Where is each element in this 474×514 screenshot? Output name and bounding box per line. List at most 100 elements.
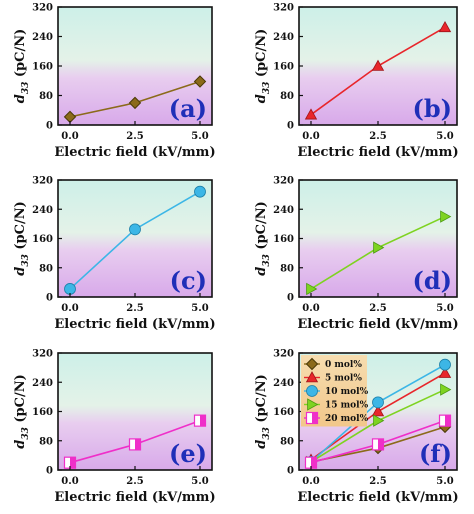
y-tick-label: 160	[32, 62, 53, 73]
data-point	[373, 414, 385, 427]
y-axis-label: d33 (pC/N)	[13, 374, 31, 449]
x-tick-label: 2.5	[369, 131, 386, 142]
legend-marker	[305, 371, 319, 383]
x-tick-label: 2.5	[126, 476, 143, 487]
chart-panel-f: 0 80 160 240 320 0.0 2.5 5.0 Electric field (kV/…	[254, 349, 459, 506]
panel-letter: (c)	[170, 266, 207, 295]
x-tick-label: 5.0	[191, 303, 208, 314]
data-point	[372, 396, 384, 409]
data-point	[440, 210, 452, 223]
x-axis-label: Electric field (kV/mm)	[54, 145, 215, 160]
chart-panel-b: 0 80 160 240 320 0.0 2.5 5.0 Electric field (kV/…	[254, 3, 459, 161]
chart-panel-d: 0 80 160 240 320 0.0 2.5 5.0 Electric field (kV/…	[254, 176, 459, 333]
x-tick-label: 2.5	[369, 476, 386, 487]
y-axis-label: d33 (pC/N)	[254, 201, 272, 276]
data-point	[193, 75, 207, 88]
x-axis-label: Electric field (kV/mm)	[54, 490, 215, 505]
y-tick-label: 240	[273, 378, 294, 389]
y-tick-label: 160	[32, 407, 53, 418]
chart-panel-c: 0 80 160 240 320 0.0 2.5 5.0 Electric field (kV/…	[13, 176, 216, 333]
legend-label: 20 mol%	[325, 414, 369, 424]
legend-marker	[307, 398, 319, 411]
y-tick-label: 240	[273, 32, 294, 43]
x-tick-label: 0.0	[61, 476, 78, 487]
data-point	[440, 383, 452, 396]
y-tick-label: 240	[32, 205, 53, 216]
y-tick-label: 80	[39, 263, 53, 274]
y-tick-label: 0	[46, 121, 53, 132]
y-tick-label: 320	[32, 3, 53, 14]
y-tick-label: 320	[273, 3, 294, 14]
legend-label: 15 mol%	[325, 401, 369, 411]
legend-marker	[306, 385, 318, 397]
panel-letter: (e)	[169, 439, 207, 468]
data-point	[129, 223, 141, 236]
x-tick-label: 0.0	[302, 303, 319, 314]
x-axis-label: Electric field (kV/mm)	[54, 317, 215, 332]
x-tick-label: 5.0	[436, 303, 453, 314]
legend-label: 0 mol%	[325, 360, 362, 370]
data-point	[193, 414, 207, 427]
legend-label: 10 mol%	[325, 387, 369, 397]
x-tick-label: 0.0	[302, 476, 319, 487]
y-tick-label: 0	[46, 466, 53, 477]
y-tick-label: 0	[46, 293, 53, 304]
data-point	[371, 438, 385, 451]
panel-letter: (f)	[419, 439, 452, 468]
data-point	[128, 96, 142, 110]
data-point	[304, 108, 318, 120]
panel-letter: (b)	[413, 94, 453, 123]
data-point	[371, 405, 385, 417]
x-tick-label: 5.0	[191, 131, 208, 142]
y-tick-label: 240	[273, 205, 294, 216]
panel-letter: (a)	[169, 94, 207, 123]
y-tick-label: 160	[32, 234, 53, 245]
y-tick-label: 80	[280, 436, 294, 447]
y-tick-label: 80	[39, 91, 53, 102]
x-tick-label: 2.5	[369, 303, 386, 314]
y-tick-label: 240	[32, 32, 53, 43]
x-tick-label: 5.0	[191, 476, 208, 487]
chart-panel-a: 0 80 160 240 320 0.0 2.5 5.0 Electric field (kV/…	[13, 3, 216, 161]
x-tick-label: 0.0	[61, 303, 78, 314]
x-axis-label: Electric field (kV/mm)	[297, 145, 458, 160]
panel-letter: (d)	[413, 266, 453, 295]
x-tick-label: 2.5	[126, 131, 143, 142]
x-tick-label: 5.0	[436, 131, 453, 142]
legend-marker	[305, 357, 319, 371]
data-point	[373, 241, 385, 254]
x-tick-label: 5.0	[436, 476, 453, 487]
x-tick-label: 2.5	[126, 303, 143, 314]
y-tick-label: 0	[287, 121, 294, 132]
legend-label: 5 mol%	[325, 374, 362, 384]
data-point	[128, 438, 142, 451]
data-point	[438, 20, 452, 33]
data-point	[64, 283, 76, 295]
y-tick-label: 0	[287, 466, 294, 477]
y-tick-label: 160	[273, 62, 294, 73]
y-tick-label: 80	[280, 91, 294, 102]
y-tick-label: 240	[32, 378, 53, 389]
x-tick-label: 0.0	[302, 131, 319, 142]
y-axis-label: d33 (pC/N)	[13, 29, 31, 104]
x-axis-label: Electric field (kV/mm)	[297, 317, 458, 332]
data-point	[439, 358, 451, 371]
y-tick-label: 80	[280, 263, 294, 274]
y-axis-label: d33 (pC/N)	[13, 201, 31, 276]
y-tick-label: 80	[39, 436, 53, 447]
data-point	[371, 59, 385, 71]
y-axis-label: d33 (pC/N)	[254, 374, 272, 449]
y-tick-label: 0	[287, 293, 294, 304]
y-axis-label: d33 (pC/N)	[254, 29, 272, 104]
legend: 0 mol% 5 mol% 10 mol% 15 mol% 20 mol%	[301, 355, 369, 427]
y-tick-label: 320	[32, 349, 53, 360]
data-point	[438, 414, 452, 427]
plot-background	[299, 180, 457, 297]
y-tick-label: 320	[273, 176, 294, 187]
legend-marker	[305, 411, 319, 425]
data-point	[194, 185, 206, 198]
data-point	[306, 282, 318, 296]
x-tick-label: 0.0	[61, 131, 78, 142]
chart-panel-e: 0 80 160 240 320 0.0 2.5 5.0 Electric field (kV/…	[13, 349, 216, 506]
